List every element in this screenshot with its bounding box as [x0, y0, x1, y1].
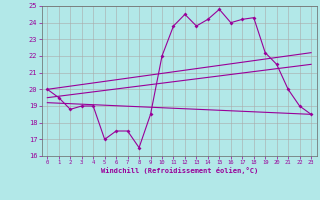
X-axis label: Windchill (Refroidissement éolien,°C): Windchill (Refroidissement éolien,°C)	[100, 167, 258, 174]
